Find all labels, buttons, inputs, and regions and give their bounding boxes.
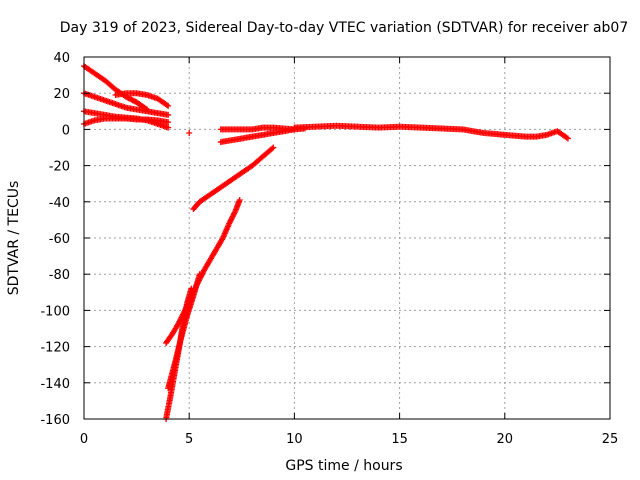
x-tick-label: 20 bbox=[497, 432, 514, 447]
series-arc-8 bbox=[163, 196, 243, 346]
series-arc-7 bbox=[190, 144, 277, 213]
data-point bbox=[236, 196, 243, 203]
data-points bbox=[81, 63, 571, 422]
chart-grid bbox=[84, 57, 610, 419]
data-point bbox=[564, 135, 571, 142]
data-point bbox=[165, 124, 172, 131]
series-arc-13 bbox=[291, 122, 571, 142]
x-tick-label: 15 bbox=[391, 432, 408, 447]
axis-ticks: 0 5 10 15 20 25 40 20 0 -20 -40 -60 -80 -100 -120 -140 -… bbox=[40, 51, 618, 447]
y-tick-label: -100 bbox=[40, 304, 70, 319]
y-tick-label: -80 bbox=[49, 268, 70, 283]
data-point bbox=[165, 102, 172, 109]
y-tick-label: -140 bbox=[40, 377, 70, 392]
data-point bbox=[270, 144, 277, 151]
plot-frame bbox=[83, 56, 611, 420]
series-arc-2 bbox=[81, 90, 172, 118]
x-tick-label: 25 bbox=[602, 432, 619, 447]
data-point bbox=[186, 130, 193, 137]
y-tick-label: -160 bbox=[40, 413, 70, 428]
chart-title: Day 319 of 2023, Sidereal Day-to-day VTE… bbox=[60, 20, 629, 36]
series-arc-6 bbox=[186, 130, 193, 137]
y-tick-label: 20 bbox=[53, 87, 70, 102]
series-arc-4 bbox=[81, 115, 172, 127]
y-tick-label: 40 bbox=[53, 51, 70, 66]
y-tick-label: 0 bbox=[62, 123, 70, 138]
y-axis-label: SDTVAR / TECUs bbox=[6, 181, 22, 296]
series-arc-5 bbox=[112, 90, 172, 109]
y-tick-label: -120 bbox=[40, 341, 70, 356]
data-point bbox=[563, 134, 570, 141]
x-tick-label: 5 bbox=[185, 432, 193, 447]
x-tick-label: 10 bbox=[286, 432, 303, 447]
series-arc-10 bbox=[165, 271, 203, 392]
data-point bbox=[165, 111, 172, 118]
x-tick-label: 0 bbox=[80, 432, 88, 447]
data-point bbox=[163, 101, 170, 108]
series-arc-12 bbox=[217, 124, 298, 133]
data-point bbox=[196, 271, 203, 278]
y-tick-label: -20 bbox=[49, 160, 70, 175]
data-point bbox=[269, 145, 276, 152]
y-tick-label: -60 bbox=[49, 232, 70, 247]
data-point bbox=[165, 119, 172, 126]
x-axis-label: GPS time / hours bbox=[285, 458, 402, 474]
y-tick-label: -40 bbox=[49, 196, 70, 211]
